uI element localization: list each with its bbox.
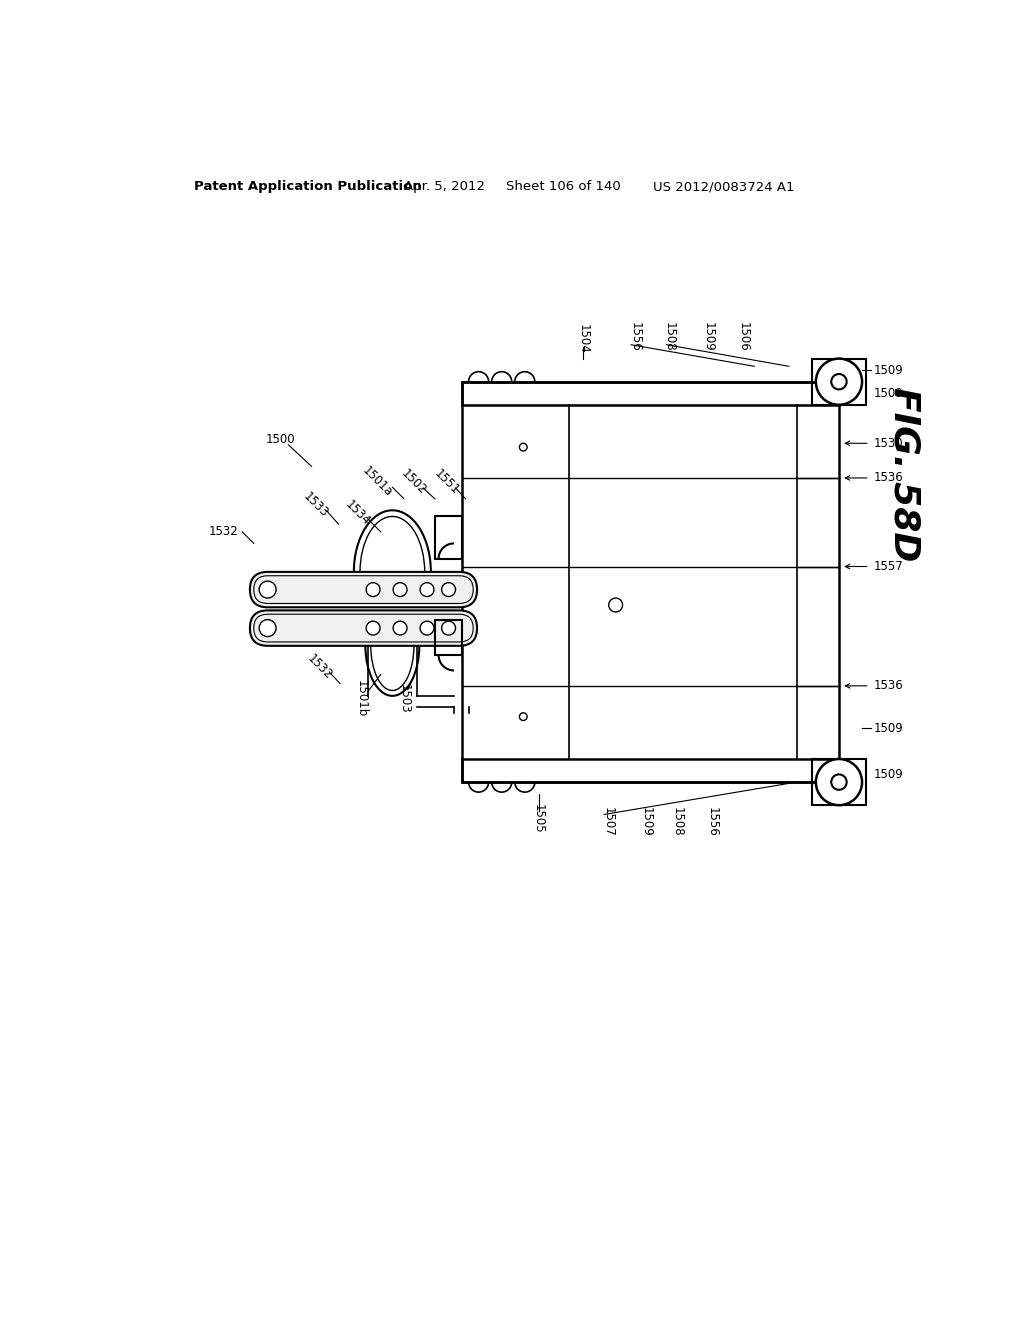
Circle shape	[393, 582, 407, 597]
Bar	[462, 381, 839, 405]
Circle shape	[816, 759, 862, 805]
Bar	[812, 759, 866, 805]
Text: Apr. 5, 2012: Apr. 5, 2012	[403, 181, 485, 194]
Text: US 2012/0083724 A1: US 2012/0083724 A1	[652, 181, 795, 194]
Text: 1504: 1504	[577, 325, 590, 354]
Bar	[435, 620, 462, 655]
Text: 1551: 1551	[431, 467, 462, 496]
Text: 1536: 1536	[873, 680, 903, 693]
Text: 1556: 1556	[629, 322, 641, 352]
Text: 1530: 1530	[873, 437, 903, 450]
Text: 1508: 1508	[664, 322, 676, 352]
Text: 1509: 1509	[873, 722, 903, 735]
Text: FIG. 58D: FIG. 58D	[888, 387, 922, 561]
Circle shape	[393, 622, 407, 635]
Circle shape	[367, 582, 380, 597]
Text: 1505: 1505	[532, 804, 545, 834]
Text: 1503: 1503	[397, 684, 411, 714]
Circle shape	[441, 622, 456, 635]
Text: 1556: 1556	[706, 808, 719, 837]
Text: 1534: 1534	[343, 498, 373, 528]
Text: 1509: 1509	[873, 363, 903, 376]
Circle shape	[519, 444, 527, 451]
Circle shape	[816, 359, 862, 405]
Circle shape	[519, 713, 527, 721]
Circle shape	[259, 619, 276, 636]
Circle shape	[441, 582, 456, 597]
Text: 1532: 1532	[304, 652, 334, 681]
Bar	[462, 381, 839, 781]
Text: 1507: 1507	[601, 808, 614, 837]
Circle shape	[259, 581, 276, 598]
Circle shape	[420, 582, 434, 597]
Text: 1508: 1508	[671, 808, 684, 837]
Text: 1509: 1509	[701, 322, 715, 352]
Text: 1501a: 1501a	[359, 465, 394, 499]
Text: 1533: 1533	[300, 490, 331, 520]
Circle shape	[831, 775, 847, 789]
Text: Sheet 106 of 140: Sheet 106 of 140	[506, 181, 621, 194]
Text: Patent Application Publication: Patent Application Publication	[194, 181, 422, 194]
Text: 1500: 1500	[266, 433, 296, 446]
Bar	[462, 759, 839, 781]
Text: 1506: 1506	[736, 322, 750, 352]
Circle shape	[420, 622, 434, 635]
Bar	[812, 359, 866, 405]
Text: 1557: 1557	[873, 560, 903, 573]
Bar	[435, 516, 462, 558]
Text: 1509: 1509	[873, 768, 903, 781]
FancyBboxPatch shape	[250, 572, 477, 607]
Text: 1532: 1532	[209, 525, 239, 539]
Text: 1502: 1502	[398, 467, 429, 496]
FancyBboxPatch shape	[250, 610, 477, 645]
Text: 1501b: 1501b	[355, 680, 368, 718]
Circle shape	[367, 622, 380, 635]
Text: 1509: 1509	[640, 808, 653, 837]
Text: 1509: 1509	[873, 387, 903, 400]
Circle shape	[831, 374, 847, 389]
Text: 1536: 1536	[873, 471, 903, 484]
